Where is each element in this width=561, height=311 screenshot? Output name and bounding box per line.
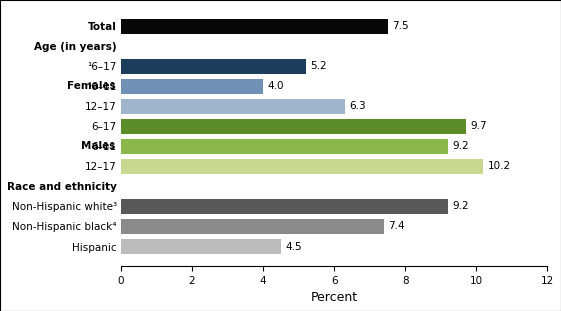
- Text: 9.2: 9.2: [452, 142, 469, 151]
- Text: Males: Males: [81, 142, 116, 151]
- Bar: [121, 79, 263, 94]
- Text: 4.5: 4.5: [285, 242, 302, 252]
- Text: 7.4: 7.4: [388, 221, 405, 231]
- Text: Females: Females: [67, 81, 116, 91]
- Bar: [121, 139, 448, 154]
- Bar: [121, 219, 384, 234]
- Bar: [121, 99, 345, 114]
- Text: 9.7: 9.7: [470, 121, 486, 131]
- Text: 6.3: 6.3: [349, 101, 366, 111]
- Bar: [121, 159, 484, 174]
- Bar: [121, 19, 388, 34]
- Text: 5.2: 5.2: [310, 61, 327, 71]
- Text: 7.5: 7.5: [392, 21, 408, 31]
- Bar: [121, 119, 466, 134]
- Text: 9.2: 9.2: [452, 202, 469, 211]
- Text: 4.0: 4.0: [268, 81, 284, 91]
- X-axis label: Percent: Percent: [311, 291, 358, 304]
- Bar: [121, 59, 306, 74]
- Bar: [121, 239, 281, 254]
- Text: 10.2: 10.2: [488, 161, 511, 171]
- Bar: [121, 199, 448, 214]
